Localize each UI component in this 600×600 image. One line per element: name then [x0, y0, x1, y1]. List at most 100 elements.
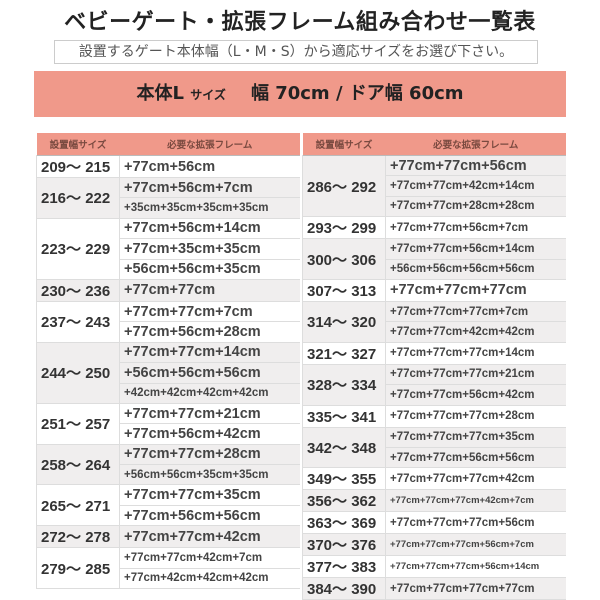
table-row: 230～ 236 +77cm+77cm — [36, 278, 300, 302]
frame-combination: +77cm+77cm+21cm — [119, 402, 300, 425]
size-range: 258～ 264 — [36, 443, 120, 486]
size-range: 286～ 292 — [302, 154, 386, 218]
frame-combination: +77cm+77cm+77cm+14cm — [385, 341, 566, 365]
table-row: 237～ 243 +77cm+77cm+7cm — [36, 300, 300, 343]
table-row: 286～ 292 +77cm+77cm+56cm — [302, 154, 566, 218]
table-row: 300～ 306 +77cm+77cm+56cm+14cm — [302, 238, 566, 280]
frame-combination: +77cm+56cm — [119, 155, 300, 178]
size-range: 384～ 390 — [302, 577, 386, 600]
table-row: +56cm+56cm+35cm — [37, 259, 300, 280]
size-range: 244～ 250 — [36, 341, 120, 404]
frame-combination: +77cm+77cm+77cm+35cm — [385, 426, 566, 448]
size-range: 300～ 306 — [302, 238, 386, 280]
frame-combination: +77cm+77cm+77cm+42cm — [385, 467, 566, 491]
table-row: 321～ 327 +77cm+77cm+77cm+14cm — [302, 341, 566, 365]
size-range: 272～ 278 — [36, 525, 120, 549]
table-row: 251～ 257 +77cm+77cm+21cm — [36, 402, 300, 445]
size-range: 251～ 257 — [36, 402, 120, 445]
frame-combination: +77cm+35cm+35cm — [119, 238, 300, 260]
table-row: 370～ 376 +77cm+77cm+77cm+56cm+7cm — [302, 533, 566, 557]
size-range: 328～ 334 — [302, 363, 386, 406]
frame-combination: +77cm+56cm+7cm — [119, 176, 300, 199]
frame-combination: +77cm+77cm+77cm+77cm — [385, 577, 566, 600]
table-row: 244～ 250 +77cm+77cm+14cm — [36, 341, 300, 404]
frame-combination: +56cm+56cm+35cm — [119, 259, 300, 280]
frame-combination: +77cm+77cm+77cm+56cm+7cm — [385, 533, 566, 557]
frame-combination: +77cm+56cm+56cm — [119, 505, 300, 527]
table-row: 258～ 264 +77cm+77cm+28cm — [36, 443, 300, 486]
table-row: +56cm+56cm+35cm+35cm — [37, 464, 300, 486]
table-row: 279～ 285 +77cm+77cm+42cm+7cm — [36, 547, 300, 590]
size-range: 230～ 236 — [36, 278, 120, 302]
table-row: +42cm+42cm+42cm+42cm — [37, 383, 300, 404]
frame-combination: +77cm+77cm+77cm — [385, 278, 566, 302]
table-row: +77cm+77cm+42cm+14cm — [303, 175, 566, 197]
table-row: 314～ 320 +77cm+77cm+77cm+7cm — [302, 300, 566, 343]
size-banner: 本体L サイズ 幅 70cm / ドア幅 60cm — [34, 71, 566, 117]
frame-combination: +77cm+77cm+35cm — [119, 484, 300, 506]
table-row: 307～ 313 +77cm+77cm+77cm — [302, 278, 566, 302]
table-row: 349～ 355 +77cm+77cm+77cm+42cm — [302, 467, 566, 491]
frame-combination: +77cm+77cm+56cm+42cm — [385, 384, 566, 406]
table-row: +35cm+35cm+35cm+35cm — [37, 197, 300, 219]
banner-model: 本体L — [136, 83, 184, 104]
size-range: 377～ 383 — [302, 555, 386, 579]
frame-combination: +77cm+77cm+14cm — [119, 341, 300, 364]
size-range: 209～ 215 — [36, 155, 120, 178]
frame-combination: +77cm+77cm+56cm+14cm — [385, 238, 566, 260]
frame-combination: +77cm+77cm+77cm+56cm — [385, 511, 566, 535]
size-range: 356～ 362 — [302, 489, 386, 513]
size-range: 321～ 327 — [302, 341, 386, 365]
size-range: 307～ 313 — [302, 278, 386, 302]
table-row: +77cm+56cm+56cm — [37, 505, 300, 527]
frame-combination: +77cm+77cm+42cm+14cm — [385, 175, 566, 197]
table-row: 328～ 334 +77cm+77cm+77cm+21cm — [302, 363, 566, 406]
frame-combination: +77cm+77cm+42cm — [119, 525, 300, 549]
subtitle-box: 設置するゲート本体幅（L・M・S）から適応サイズをお選び下さい。 — [54, 40, 538, 64]
table-row: +77cm+77cm+56cm+56cm — [303, 447, 566, 469]
header-frames: 必要な拡張フレーム — [119, 133, 300, 156]
table-row: +77cm+56cm+42cm — [37, 423, 300, 445]
frame-combination: +77cm+56cm+42cm — [119, 423, 300, 445]
size-range: 335～ 341 — [302, 404, 386, 428]
size-range: 314～ 320 — [302, 300, 386, 343]
frame-combination: +77cm+77cm+77cm+42cm+7cm — [385, 489, 566, 513]
frame-combination: +77cm+77cm+77cm+7cm — [385, 300, 566, 323]
table-row: 384～ 390 +77cm+77cm+77cm+77cm — [302, 577, 566, 600]
combination-table-right: 設置幅サイズ 必要な拡張フレーム 286～ 292 +77cm+77cm+56cm… — [302, 133, 566, 600]
frame-combination: +77cm+77cm+77cm+56cm+14cm — [385, 555, 566, 579]
frame-combination: +42cm+42cm+42cm+42cm — [119, 383, 300, 404]
frame-combination: +77cm+56cm+28cm — [119, 321, 300, 343]
frame-combination: +77cm+77cm+77cm+28cm — [385, 404, 566, 428]
banner-spec: 幅 70cm / ドア幅 60cm — [250, 83, 464, 104]
frame-combination: +56cm+56cm+56cm — [119, 362, 300, 384]
size-range: 370～ 376 — [302, 533, 386, 557]
table-row: +77cm+77cm+56cm+42cm — [303, 384, 566, 406]
table-row: +77cm+42cm+42cm+42cm — [37, 568, 300, 590]
frame-combination: +77cm+77cm+56cm+7cm — [385, 216, 566, 240]
frame-combination: +77cm+42cm+42cm+42cm — [119, 568, 300, 590]
header-size: 設置幅サイズ — [302, 133, 386, 156]
frame-combination: +77cm+77cm+28cm — [119, 443, 300, 466]
frame-combination: +56cm+56cm+56cm+56cm — [385, 259, 566, 280]
size-range: 223～ 229 — [36, 217, 120, 280]
size-range: 363～ 369 — [302, 511, 386, 535]
table-row: +56cm+56cm+56cm — [37, 362, 300, 384]
frame-combination: +77cm+77cm+56cm — [385, 154, 566, 177]
size-range: 279～ 285 — [36, 547, 120, 590]
table-row: 265～ 271 +77cm+77cm+35cm — [36, 484, 300, 527]
frame-combination: +77cm+77cm+56cm+56cm — [385, 447, 566, 469]
frame-combination: +77cm+77cm+42cm+7cm — [119, 547, 300, 569]
frame-combination: +77cm+77cm — [119, 278, 300, 302]
size-range: 349～ 355 — [302, 467, 386, 491]
combination-table-left: 設置幅サイズ 必要な拡張フレーム 209～ 215 +77cm+56cm 216～ … — [36, 133, 300, 590]
size-range: 293～ 299 — [302, 216, 386, 240]
frame-combination: +77cm+77cm+77cm+21cm — [385, 363, 566, 386]
frame-combination: +77cm+77cm+7cm — [119, 300, 300, 323]
table-row: 363～ 369 +77cm+77cm+77cm+56cm — [302, 511, 566, 535]
table-row: 377～ 383 +77cm+77cm+77cm+56cm+14cm — [302, 555, 566, 579]
frame-combination: +77cm+56cm+14cm — [119, 217, 300, 240]
header-frames: 必要な拡張フレーム — [385, 133, 566, 156]
table-row: 293～ 299 +77cm+77cm+56cm+7cm — [302, 216, 566, 240]
frame-combination: +35cm+35cm+35cm+35cm — [119, 197, 300, 219]
